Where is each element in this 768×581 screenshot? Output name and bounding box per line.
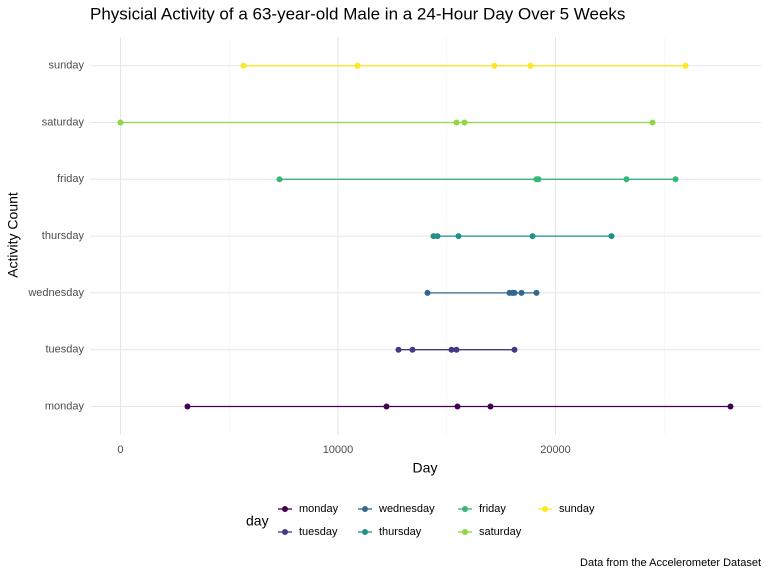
legend-label: sunday (559, 503, 595, 515)
point (491, 62, 498, 69)
point (518, 289, 525, 296)
legend-label: wednesday (378, 503, 435, 515)
point (511, 346, 518, 353)
point (649, 119, 656, 126)
point (529, 233, 536, 240)
caption: Data from the Accelerometer Dataset (580, 557, 761, 569)
y-axis-label: Activity Count (5, 192, 21, 278)
point (448, 346, 455, 353)
y-tick-label: wednesday (27, 287, 84, 299)
y-tick-label: tuesday (45, 344, 84, 356)
legend-label: monday (299, 503, 339, 515)
point (535, 176, 542, 183)
point (409, 346, 416, 353)
legend-swatch (462, 529, 468, 535)
y-tick-label: monday (45, 400, 85, 412)
legend-swatch (362, 506, 368, 512)
legend-swatch (282, 506, 288, 512)
point (453, 346, 460, 353)
point (240, 62, 247, 69)
legend-swatch (462, 506, 468, 512)
point (354, 62, 361, 69)
point (672, 176, 679, 183)
point (395, 346, 402, 353)
point (276, 176, 283, 183)
y-tick-label: saturday (42, 116, 85, 128)
point (117, 119, 124, 126)
x-tick-label: 10000 (323, 444, 354, 456)
point (461, 119, 468, 126)
point (527, 62, 534, 69)
x-tick-label: 0 (117, 444, 123, 456)
x-tick-label: 20000 (540, 444, 571, 456)
point (533, 289, 540, 296)
chart-title: Physicial Activity of a 63-year-old Male… (90, 4, 625, 23)
y-tick-label: sunday (49, 60, 85, 72)
y-tick-label: friday (57, 173, 84, 185)
legend-label: thursday (379, 526, 422, 538)
x-axis-label: Day (413, 460, 438, 476)
point (424, 289, 431, 296)
point (511, 289, 518, 296)
point (455, 233, 462, 240)
point (383, 403, 390, 410)
legend-label: saturday (479, 526, 522, 538)
point (623, 176, 630, 183)
point (608, 233, 615, 240)
y-tick-label: thursday (42, 230, 85, 242)
point (727, 403, 734, 410)
legend-swatch (542, 506, 548, 512)
point (184, 403, 191, 410)
point (453, 119, 460, 126)
legend-swatch (362, 529, 368, 535)
point (434, 233, 441, 240)
legend-swatch (282, 529, 288, 535)
legend-title: day (246, 513, 269, 529)
legend-label: friday (479, 503, 506, 515)
point (487, 403, 494, 410)
point (454, 403, 461, 410)
legend-label: tuesday (299, 526, 338, 538)
point (682, 62, 689, 69)
